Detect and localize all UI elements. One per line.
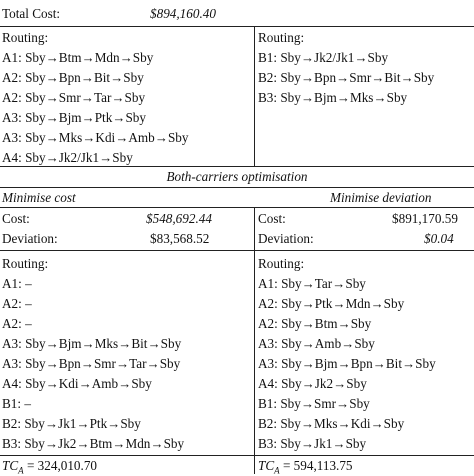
cost-label-right: Cost: [258, 211, 286, 226]
total-cost-a-left: TCA = 324,010.70 [2, 458, 97, 476]
route-item: A2: – [2, 296, 32, 311]
routing-label-bottom-left: Routing: [2, 256, 49, 271]
route-item: B2: Sby→Bpn→Smr→Bit→Sby [258, 70, 435, 85]
route-item: A4: Sby→Jk2/Jk1→Sby [2, 150, 133, 165]
divider-values [0, 250, 474, 251]
route-item: A3: Sby→Bjm→Bpn→Bit→Sby [258, 356, 436, 371]
cost-value-left: $548,692.44 [146, 211, 212, 226]
deviation-value-right: $0.04 [424, 231, 454, 246]
route-item: B1: Sby→Jk2/Jk1→Sby [258, 50, 389, 65]
route-item: A4: Sby→Kdi→Amb→Sby [2, 376, 152, 391]
route-item: B3: Sby→Jk2→Btm→Mdn→Sby [2, 436, 185, 451]
route-item: A2: Sby→Bpn→Bit→Sby [2, 70, 144, 85]
route-item: A1: Sby→Tar→Sby [258, 276, 366, 291]
route-item: B2: Sby→Jk1→Ptk→Sby [2, 416, 141, 431]
route-item: A3: Sby→Bpn→Smr→Tar→Sby [2, 356, 181, 371]
route-item: A3: Sby→Amb→Sby [258, 336, 375, 351]
cost-label-left: Cost: [2, 211, 30, 226]
total-cost-label: Total Cost: [2, 6, 61, 21]
column-divider-top [254, 26, 255, 166]
route-item: B1: – [2, 396, 31, 411]
route-item: A3: Sby→Mks→Kdi→Amb→Sby [2, 130, 189, 145]
column-divider-bottom [254, 207, 255, 474]
deviation-label-left: Deviation: [2, 231, 58, 246]
divider-title [0, 187, 474, 188]
tc-value: = 324,010.70 [23, 458, 98, 473]
route-item: A2: Sby→Ptk→Mdn→Sby [258, 296, 405, 311]
route-item: A2: – [2, 316, 32, 331]
route-item: A4: Sby→Jk2→Sby [258, 376, 367, 391]
route-item: A2: Sby→Smr→Tar→Sby [2, 90, 146, 105]
route-item: A1: – [2, 276, 32, 291]
cost-value-right: $891,170.59 [392, 211, 458, 226]
deviation-label-right: Deviation: [258, 231, 314, 246]
tc-symbol: TC [2, 458, 19, 473]
divider-section [0, 166, 474, 167]
tc-subscript: A [274, 465, 280, 476]
divider-headings [0, 207, 474, 208]
total-cost-value: $894,160.40 [150, 6, 216, 21]
route-item: B3: Sby→Bjm→Mks→Sby [258, 90, 408, 105]
deviation-value-left: $83,568.52 [150, 231, 210, 246]
routing-label-top-left: Routing: [2, 30, 49, 45]
route-item: A2: Sby→Btm→Sby [258, 316, 372, 331]
route-item: A3: Sby→Bjm→Ptk→Sby [2, 110, 146, 125]
tc-subscript: A [18, 465, 24, 476]
heading-minimise-deviation: Minimise deviation [330, 190, 432, 205]
divider-top [0, 26, 474, 27]
route-item: B2: Sby→Mks→Kdi→Sby [258, 416, 405, 431]
route-item: B1: Sby→Smr→Sby [258, 396, 370, 411]
section-title: Both-carriers optimisation [166, 169, 308, 184]
tc-value: = 594,113.75 [279, 458, 353, 473]
routing-label-bottom-right: Routing: [258, 256, 305, 271]
heading-minimise-cost: Minimise cost [2, 190, 76, 205]
tc-symbol: TC [258, 458, 275, 473]
total-cost-a-right: TCA = 594,113.75 [258, 458, 353, 476]
route-item: A3: Sby→Bjm→Mks→Bit→Sby [2, 336, 182, 351]
routing-label-top-right: Routing: [258, 30, 305, 45]
route-item: B3: Sby→Jk1→Sby [258, 436, 367, 451]
divider-total [0, 455, 474, 456]
route-item: A1: Sby→Btm→Mdn→Sby [2, 50, 154, 65]
